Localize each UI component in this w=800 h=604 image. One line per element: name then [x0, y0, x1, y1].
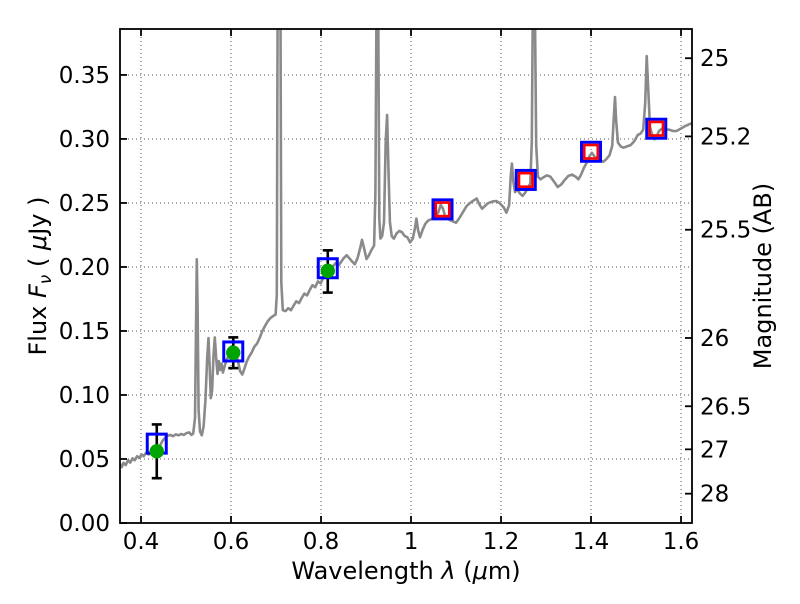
- red-square-marker: [648, 120, 665, 137]
- y-tick-label-mag: 25.2: [700, 124, 751, 150]
- photometry-point: [580, 140, 603, 163]
- y-tick-label-flux: 0.00: [59, 511, 110, 537]
- y-tick-label-flux: 0.25: [59, 191, 110, 217]
- photometry-point: [145, 423, 168, 480]
- y-tick-label-flux: 0.15: [59, 319, 110, 345]
- plot-frame: [119, 28, 693, 524]
- photometry-point: [645, 117, 668, 140]
- photometry-point: [316, 249, 339, 294]
- y-tick-label-flux: 0.10: [59, 383, 110, 409]
- y-tick-label-flux: 0.20: [59, 255, 110, 281]
- y-axis-label-left: Flux Fν​ ( μJy ): [24, 196, 56, 355]
- red-square-marker: [434, 201, 451, 218]
- x-tick-label: 0.8: [303, 529, 340, 555]
- y-tick-label-mag: 28: [700, 482, 729, 508]
- photometry-point: [514, 168, 537, 191]
- x-tick-label: 1.2: [483, 529, 520, 555]
- axis-ticks: [120, 29, 692, 524]
- blue-square-marker: [431, 198, 454, 221]
- green-circle-marker: [226, 345, 241, 360]
- y-tick-label-mag: 26.5: [700, 394, 751, 420]
- y-tick-label-mag: 25.5: [700, 218, 751, 244]
- blue-square-marker: [580, 140, 603, 163]
- x-axis-label: Wavelength λ (μm): [291, 557, 520, 585]
- x-tick-label: 0.4: [123, 529, 160, 555]
- x-tick-label: 1: [404, 529, 419, 555]
- y-tick-label-mag: 27: [700, 437, 729, 463]
- photometry-points: [145, 117, 668, 480]
- blue-square-marker: [514, 168, 537, 191]
- y-axis-label-right: Magnitude (AB): [749, 183, 777, 369]
- y-tick-label-flux: 0.35: [59, 63, 110, 89]
- x-tick-label: 1.6: [663, 529, 700, 555]
- red-square-marker: [582, 143, 600, 160]
- blue-square-marker: [645, 117, 668, 140]
- red-square-marker: [517, 171, 534, 188]
- photometry-point: [222, 336, 245, 370]
- y-tick-label-flux: 0.30: [59, 127, 110, 153]
- x-tick-label: 1.4: [573, 529, 610, 555]
- y-tick-label-mag: 26: [700, 326, 729, 352]
- photometry-point: [431, 198, 454, 221]
- green-circle-marker: [149, 444, 164, 459]
- green-circle-marker: [320, 263, 335, 279]
- y-tick-label-flux: 0.05: [59, 447, 110, 473]
- y-tick-label-mag: 25: [700, 46, 729, 72]
- spectrum-line: [120, 29, 692, 469]
- blue-square-marker: [222, 340, 245, 363]
- grid-lines: [120, 29, 692, 524]
- x-tick-label: 0.6: [213, 529, 250, 555]
